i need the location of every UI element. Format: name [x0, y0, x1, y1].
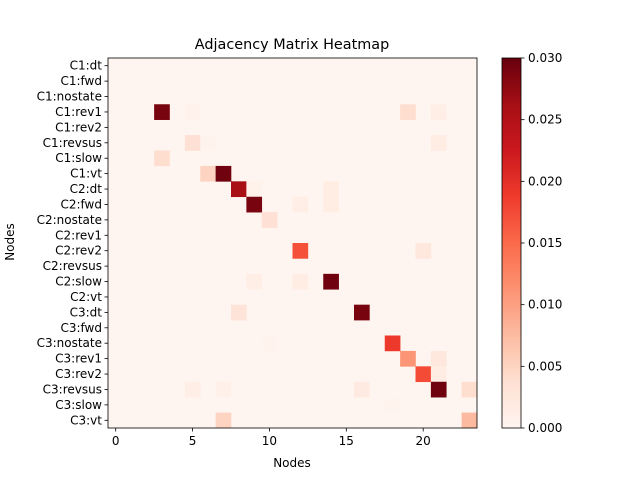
heatmap-cell	[292, 243, 309, 259]
heatmap-cell	[200, 135, 216, 151]
y-tick-label: C3:slow	[55, 398, 102, 412]
x-axis: 0 5 10 15 20	[112, 428, 431, 448]
y-tick-label: C2:dt	[70, 182, 103, 196]
heatmap-cell	[415, 366, 432, 383]
y-tick-label: C3:dt	[70, 305, 103, 319]
y-tick-label: C2:slow	[55, 275, 102, 289]
y-tick-label: C2:nostate	[37, 213, 102, 227]
heatmap-cell	[231, 181, 247, 198]
heatmap-cell	[430, 381, 447, 398]
y-tick-label: C2:rev1	[55, 228, 102, 242]
heatmap-cell	[246, 181, 263, 198]
heatmap-cell	[323, 181, 339, 198]
colorbar-gradient	[502, 58, 521, 428]
y-tick-label: C2:fwd	[60, 197, 102, 211]
y-tick-label: C3:fwd	[60, 321, 102, 335]
heatmap-cell	[231, 304, 247, 321]
colorbar-tick-label: 0.015	[528, 236, 562, 250]
y-tick-label: C1:rev2	[55, 120, 102, 134]
y-tick-label: C1:slow	[55, 151, 102, 165]
y-tick-label: C3:vt	[70, 413, 102, 427]
y-tick-label: C3:rev1	[55, 352, 102, 366]
heatmap-cell	[261, 335, 278, 352]
heatmap-cell	[323, 273, 339, 290]
chart-title: Adjacency Matrix Heatmap	[195, 37, 389, 53]
heatmap-cell	[354, 381, 370, 398]
heatmap-cell	[354, 304, 370, 321]
x-axis-label: Nodes	[273, 456, 311, 470]
heatmap-cell	[184, 135, 201, 151]
heatmap-cell	[184, 381, 201, 398]
heatmap-cell	[430, 135, 447, 151]
heatmap-cell	[215, 412, 232, 429]
heatmap-cell	[292, 273, 309, 290]
plot-frame	[107, 57, 478, 429]
heatmap-cell	[323, 196, 339, 213]
y-tick-label: C2:revsus	[43, 259, 102, 273]
heatmap-cell	[215, 165, 232, 182]
colorbar-tick-label: 0.005	[528, 359, 562, 373]
x-tick-label: 15	[339, 434, 354, 448]
heatmap-cell	[154, 150, 170, 167]
colorbar-tick-label: 0.010	[528, 298, 562, 312]
heatmap-cell	[292, 196, 309, 213]
y-tick-label: C1:fwd	[60, 74, 102, 88]
heatmap-cell	[430, 104, 447, 120]
heatmap-cell	[246, 273, 263, 290]
y-tick-label: C1:revsus	[43, 136, 102, 150]
heatmap-cell	[215, 381, 232, 398]
heatmap-cell	[246, 196, 263, 213]
y-tick-label: C3:revsus	[43, 382, 102, 396]
colorbar-tick-label: 0.025	[528, 113, 562, 127]
colorbar-tick-label: 0.000	[528, 421, 562, 435]
y-tick-label: C3:rev2	[55, 367, 102, 381]
y-tick-label: C1:dt	[70, 59, 103, 73]
heatmap-cell	[461, 412, 478, 429]
heatmap-cell	[400, 104, 416, 120]
y-tick-label: C2:rev2	[55, 244, 102, 258]
heatmap-cell	[430, 366, 447, 383]
colorbar-tick-label: 0.030	[528, 51, 562, 65]
heatmap-cell	[400, 350, 416, 367]
heatmap-cell	[261, 212, 278, 228]
x-tick-label: 5	[189, 434, 197, 448]
y-tick-label: C3:nostate	[37, 336, 102, 350]
heatmap-cell	[384, 335, 401, 352]
y-tick-label: C1:rev1	[55, 105, 102, 119]
heatmap-cell	[154, 104, 170, 120]
heatmap-cell	[384, 397, 401, 413]
heatmap-cell	[415, 243, 432, 259]
heatmap-cell	[184, 104, 201, 120]
colorbar: 0.000 0.005 0.010 0.015 0.020 0.025 0.030	[501, 51, 562, 435]
heatmap-cell	[461, 381, 478, 398]
y-axis-label: Nodes	[3, 223, 17, 261]
heatmap-cell	[430, 350, 447, 367]
y-tick-label: C2:vt	[70, 290, 102, 304]
heatmap-cell	[200, 165, 216, 182]
x-tick-label: 10	[262, 434, 277, 448]
y-tick-label: C1:nostate	[37, 90, 102, 104]
x-tick-label: 20	[416, 434, 431, 448]
heatmap-plot-area	[107, 57, 478, 429]
x-tick-label: 0	[112, 434, 120, 448]
y-tick-label: C1:vt	[70, 167, 102, 181]
colorbar-tick-label: 0.020	[528, 174, 562, 188]
